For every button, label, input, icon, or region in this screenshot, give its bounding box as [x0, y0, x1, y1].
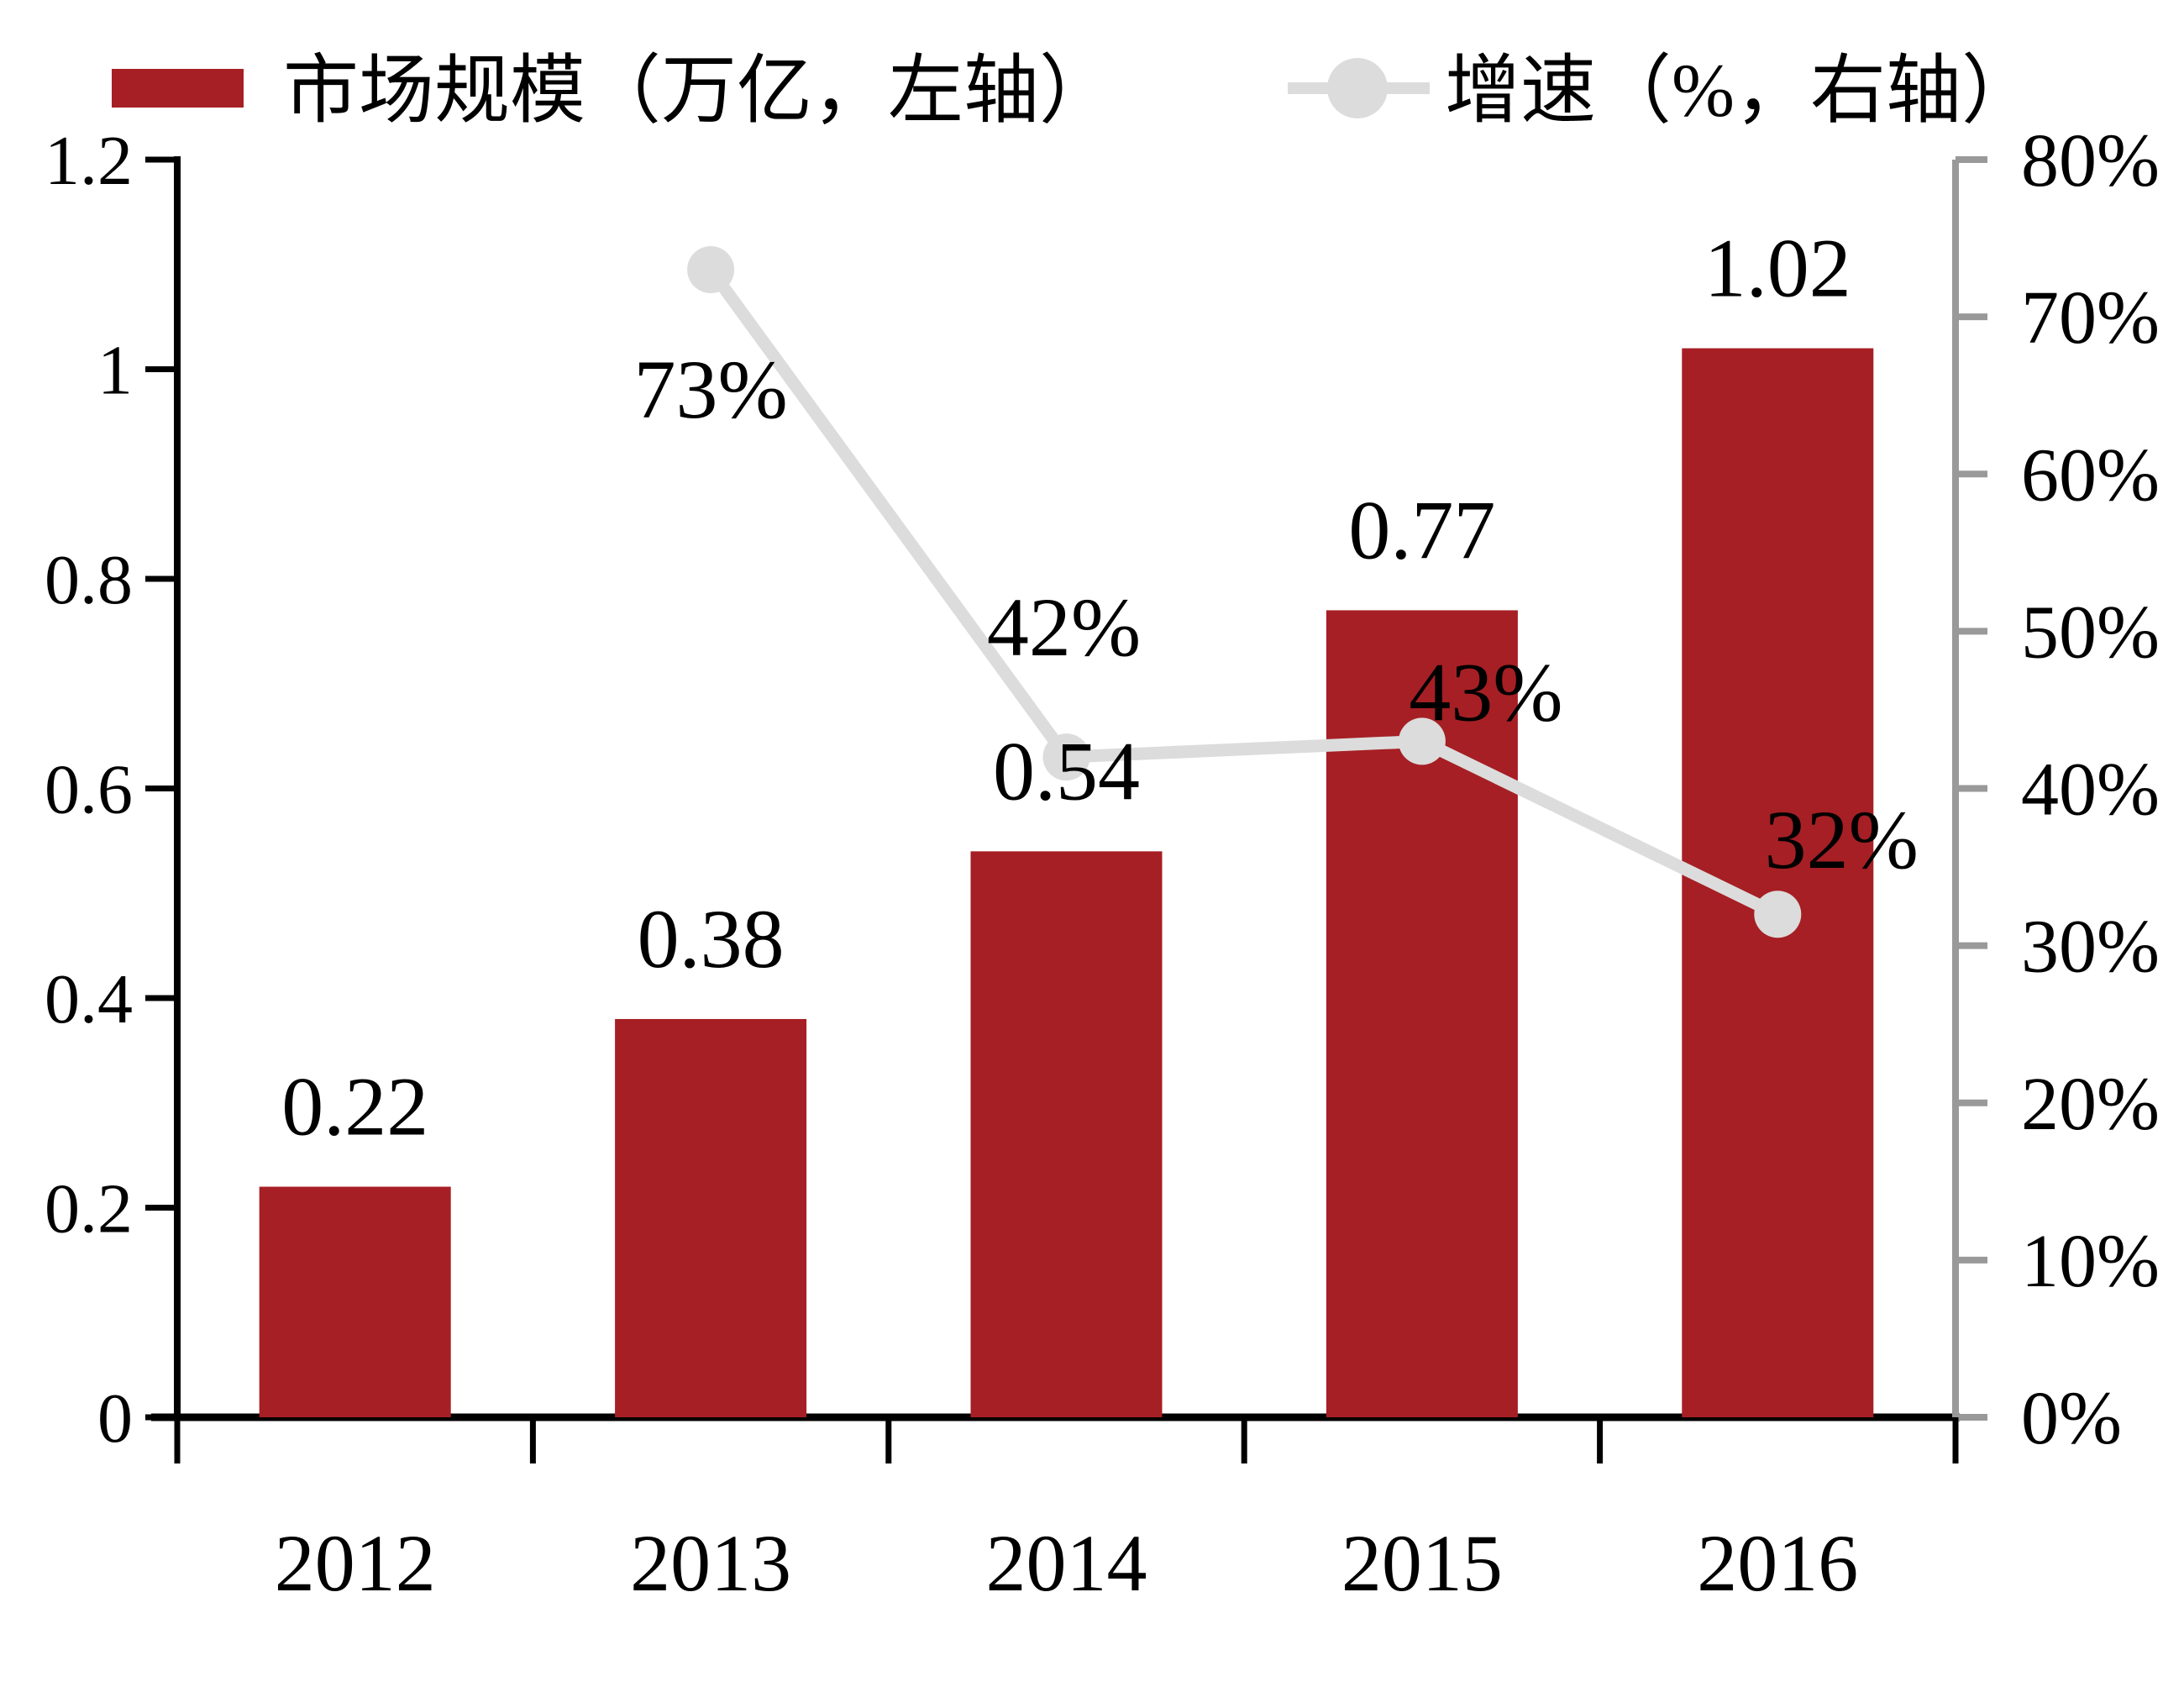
line-value-label-2013: 73%: [633, 343, 787, 436]
bar-value-label-2012: 0.22: [281, 1060, 428, 1153]
left-axis-tick-label: 1.2: [45, 122, 133, 200]
right-axis-tick-label: 0%: [2021, 1377, 2122, 1460]
right-axis-tick-label: 20%: [2021, 1063, 2160, 1146]
left-axis-tick-label: 0.6: [45, 751, 133, 829]
line-value-label-2015: 43%: [1409, 645, 1562, 738]
x-tick-label-2013: 2013: [630, 1518, 791, 1608]
bar-2012: [259, 1186, 451, 1417]
axes: [145, 156, 1987, 1463]
line-value-label-2014: 42%: [987, 581, 1141, 674]
line-marker-2013: [687, 245, 735, 293]
x-tick-label-2015: 2015: [1341, 1518, 1503, 1608]
right-axis-tick-label: 70%: [2021, 276, 2160, 360]
line-marker-2014: [1042, 733, 1090, 781]
line-series: [706, 265, 1781, 920]
right-axis-tick-label: 30%: [2021, 906, 2160, 989]
left-axis-tick-label: 1: [97, 332, 133, 410]
bar-value-label-2013: 0.38: [638, 892, 785, 985]
left-axis-tick-label: 0.8: [45, 541, 133, 619]
legend-line-label: 增速（%，右轴）: [1445, 50, 2037, 133]
line-marker-2016: [1754, 891, 1802, 938]
legend: 市场规模（万亿，左轴） 增速（%，右轴）: [112, 50, 2037, 133]
left-axis-tick-label: 0: [97, 1379, 133, 1458]
bar-value-label-2016: 1.02: [1704, 222, 1851, 315]
bar-value-label-2015: 0.77: [1348, 483, 1495, 576]
left-axis-tick-label: 0.4: [45, 960, 133, 1038]
data-labels: 0.22 0.38 0.54 0.77 1.02 73% 42% 43% 32%: [281, 222, 1919, 1153]
right-axis-tick-label: 80%: [2021, 119, 2160, 202]
right-axis-tick-label: 40%: [2021, 749, 2160, 832]
x-tick-label-2016: 2016: [1697, 1518, 1858, 1608]
line-markers: [687, 245, 1802, 938]
growth-line: [706, 265, 1781, 920]
axis-tick-labels: 0 0.2 0.4 0.6 0.8 1 1.2 0% 10% 20% 30% 40% 50% 60% 70%…: [45, 119, 2160, 1608]
bar-series: [259, 348, 1874, 1417]
bar-2013: [615, 1018, 807, 1417]
line-value-label-2016: 32%: [1765, 793, 1919, 886]
x-tick-label-2014: 2014: [986, 1518, 1147, 1608]
left-axis-tick-label: 0.2: [45, 1170, 133, 1248]
right-axis-tick-label: 60%: [2021, 434, 2160, 517]
right-axis-tick-label: 10%: [2021, 1220, 2160, 1303]
right-axis-tick-label: 50%: [2021, 591, 2160, 674]
line-marker-2015: [1398, 717, 1446, 765]
legend-bar-swatch: [112, 69, 244, 108]
x-tick-label-2012: 2012: [275, 1518, 436, 1608]
legend-bar-label: 市场规模（万亿，左轴）: [283, 50, 1115, 133]
bar-2014: [970, 851, 1163, 1417]
bar-value-label-2014: 0.54: [993, 724, 1140, 817]
legend-line-circle: [1327, 58, 1388, 118]
